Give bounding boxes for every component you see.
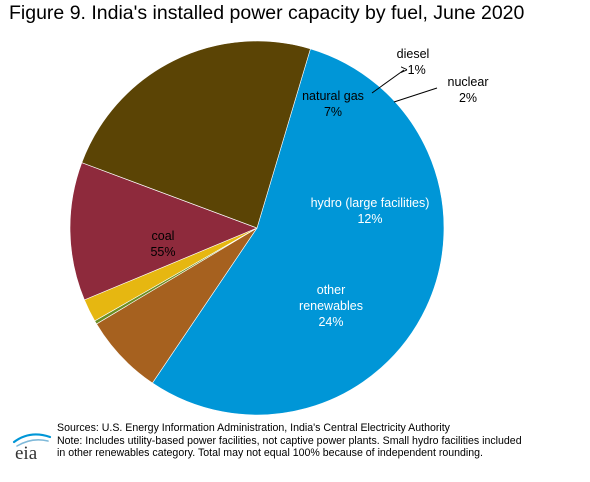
slice-label-hydro-large-facilities: hydro (large facilities) 12% xyxy=(311,196,430,226)
pie-slice-coal xyxy=(151,48,445,416)
note-text-line-1: Note: Includes utility-based power facil… xyxy=(57,434,522,447)
footer: eia Sources: U.S. Energy Information Adm… xyxy=(10,422,582,478)
leader-line-nuclear xyxy=(393,87,438,103)
eia-logo-arc-2 xyxy=(16,439,49,447)
slice-label-nuclear: nuclear 2% xyxy=(448,75,489,105)
pie-slice-hydro-large-facilities xyxy=(69,162,258,301)
pie-slice-other-renewables xyxy=(81,40,311,229)
eia-logo: eia xyxy=(12,433,52,462)
note-text-line-2: in other renewables category. Total may … xyxy=(57,447,484,460)
sources-text: Sources: U.S. Energy Information Adminis… xyxy=(57,422,450,434)
eia-logo-text: eia xyxy=(15,443,38,462)
slice-label-other-renewables: other renewables 24% xyxy=(299,283,363,329)
slice-label-natural-gas: natural gas 7% xyxy=(302,89,364,119)
leader-line-diesel xyxy=(371,69,405,94)
footnotes: Sources: U.S. Energy Information Adminis… xyxy=(57,422,582,460)
pie-chart: coal 55% natural gas 7% diesel >1% nuclear 2% hy… xyxy=(69,40,489,416)
chart-title: Figure 9. India's installed power capaci… xyxy=(9,2,525,24)
eia-logo-arc-1 xyxy=(12,433,52,444)
slice-label-coal: coal 55% xyxy=(150,229,175,259)
slice-label-diesel: diesel >1% xyxy=(397,47,430,77)
